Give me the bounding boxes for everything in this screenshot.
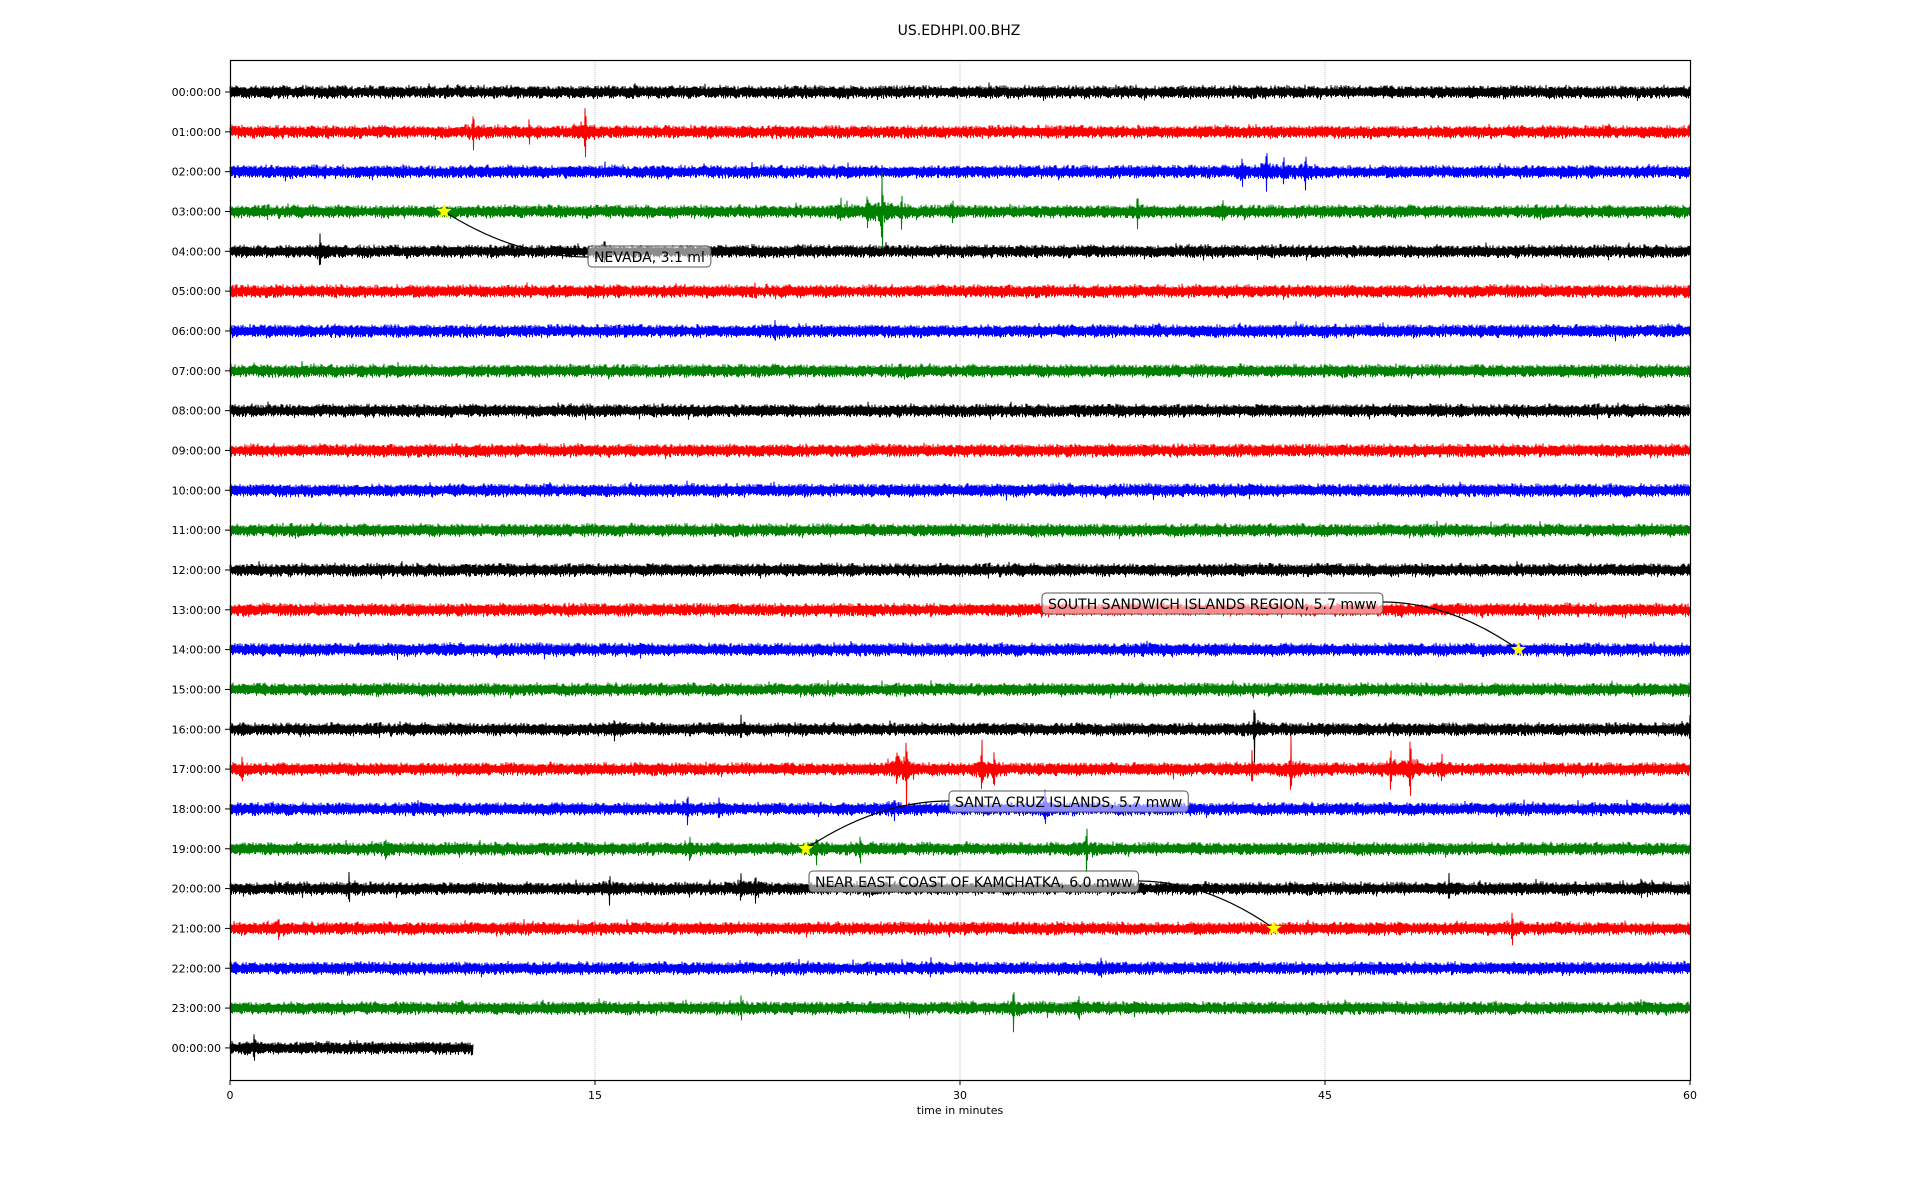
y-tick-label: 00:00:00 <box>172 86 221 99</box>
trace-row-9 <box>229 442 1691 460</box>
annotation-arrow <box>1382 601 1519 651</box>
y-tick-label: 07:00:00 <box>172 365 221 378</box>
trace-row-10 <box>229 480 1691 501</box>
y-tick-label: 19:00:00 <box>172 843 221 856</box>
trace-row-12 <box>229 561 1691 579</box>
traces <box>229 82 1691 1061</box>
annotation-label: NEVADA, 3.1 ml <box>594 250 705 266</box>
trace-row-0 <box>229 82 1691 102</box>
event-annotations: NEVADA, 3.1 ml SOUTH SANDWICH ISLANDS REG… <box>436 203 1527 935</box>
y-tick-label: 23:00:00 <box>172 1002 221 1015</box>
x-axis-label: time in minutes <box>917 1104 1004 1117</box>
x-tick-label: 15 <box>588 1089 602 1102</box>
x-tick-label: 60 <box>1683 1089 1697 1102</box>
event-star-marker <box>1266 920 1282 935</box>
y-tick-label: 04:00:00 <box>172 245 221 258</box>
trace-row-11 <box>229 520 1691 540</box>
chart-title: US.EDHPI.00.BHZ <box>898 23 1021 39</box>
x-axis: 0 15 30 45 60 <box>227 1080 1697 1102</box>
y-tick-label: 10:00:00 <box>172 484 221 497</box>
event-star-marker <box>1510 641 1527 657</box>
trace-row-19 <box>229 828 1691 873</box>
y-tick-label: 17:00:00 <box>172 763 221 776</box>
x-tick-label: 30 <box>953 1089 967 1102</box>
y-tick-label: 22:00:00 <box>172 962 221 975</box>
y-tick-label: 18:00:00 <box>172 803 221 816</box>
trace-row-23 <box>229 992 1691 1033</box>
annotation-label: NEAR EAST COAST OF KAMCHATKA, 6.0 mww <box>815 875 1133 891</box>
annotation-arrow <box>1138 880 1275 929</box>
y-tick-label: 20:00:00 <box>172 883 221 896</box>
trace-row-13 <box>229 602 1691 620</box>
y-tick-label: 00:00:00 <box>172 1042 221 1055</box>
trace-row-2 <box>229 153 1691 192</box>
trace-row-1 <box>229 108 1691 158</box>
event-annotation: NEAR EAST COAST OF KAMCHATKA, 6.0 mww <box>808 870 1282 935</box>
trace-row-7 <box>229 361 1691 380</box>
trace-row-17 <box>229 736 1691 809</box>
annotation-arrow <box>805 800 950 850</box>
y-tick-label: 03:00:00 <box>172 205 221 218</box>
y-tick-label: 16:00:00 <box>172 723 221 736</box>
y-tick-labels: 00:00:00 01:00:00 02:00:00 03:00:00 04:00:00… <box>172 86 230 1055</box>
y-tick-label: 08:00:00 <box>172 405 221 418</box>
y-tick-label: 15:00:00 <box>172 683 221 696</box>
y-tick-label: 01:00:00 <box>172 126 221 139</box>
y-tick-label: 06:00:00 <box>172 325 221 338</box>
y-tick-label: 02:00:00 <box>172 166 221 179</box>
event-annotation: SANTA CRUZ ISLANDS, 5.7 mww <box>798 790 1189 856</box>
y-tick-label: 12:00:00 <box>172 564 221 577</box>
y-tick-label: 13:00:00 <box>172 604 221 617</box>
trace-row-21 <box>229 912 1691 946</box>
event-annotation: NEVADA, 3.1 ml <box>436 203 712 268</box>
x-tick-label: 45 <box>1318 1089 1332 1102</box>
plot-frame <box>229 59 1692 1082</box>
event-star-marker <box>436 203 452 218</box>
trace-row-5 <box>229 282 1691 300</box>
event-star-marker <box>798 840 814 856</box>
trace-row-6 <box>229 319 1691 342</box>
trace-row-14 <box>229 640 1691 660</box>
trace-row-15 <box>229 680 1691 699</box>
y-tick-label: 11:00:00 <box>172 524 221 537</box>
event-annotation: SOUTH SANDWICH ISLANDS REGION, 5.7 mww <box>1041 592 1527 657</box>
trace-row-24 <box>229 1034 474 1061</box>
trace-row-8 <box>229 401 1691 420</box>
y-tick-label: 21:00:00 <box>172 922 221 935</box>
y-tick-label: 09:00:00 <box>172 444 221 457</box>
trace-row-4 <box>229 233 1691 266</box>
trace-row-22 <box>229 957 1691 978</box>
annotation-box <box>1041 592 1384 615</box>
annotation-arrow <box>443 210 589 258</box>
annotation-label: SANTA CRUZ ISLANDS, 5.7 mww <box>955 795 1182 811</box>
trace-row-3 <box>229 171 1691 250</box>
y-tick-label: 14:00:00 <box>172 644 221 657</box>
trace-row-16 <box>229 709 1691 763</box>
x-tick-label: 0 <box>227 1089 234 1102</box>
y-tick-label: 05:00:00 <box>172 285 221 298</box>
annotation-label: SOUTH SANDWICH ISLANDS REGION, 5.7 mww <box>1048 597 1377 613</box>
